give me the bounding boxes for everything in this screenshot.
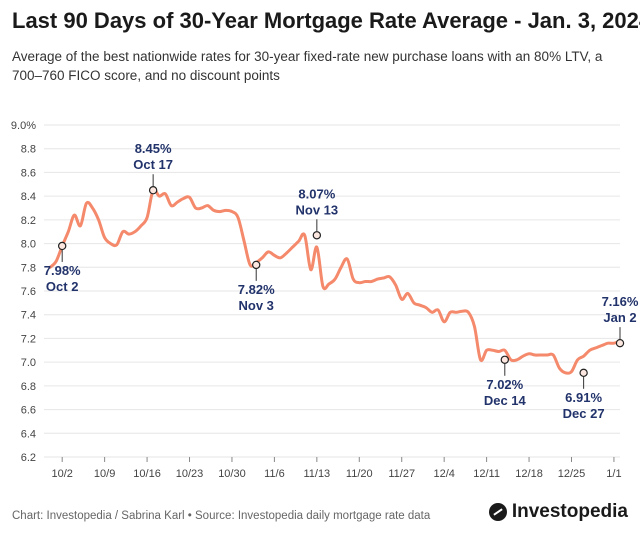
brand-logo[interactable]: Investopedia bbox=[488, 501, 628, 523]
annotation-value: 7.82% bbox=[238, 282, 275, 297]
y-tick-label: 7.4 bbox=[21, 310, 36, 322]
x-tick-label: 10/23 bbox=[176, 468, 204, 480]
chart-title: Last 90 Days of 30-Year Mortgage Rate Av… bbox=[12, 8, 640, 33]
annotation-date: Oct 2 bbox=[46, 279, 79, 294]
y-tick-label: 8.2 bbox=[21, 215, 36, 227]
y-tick-label: 7.0 bbox=[21, 357, 36, 369]
annotation-value: 7.98% bbox=[44, 263, 81, 278]
annotation-value: 8.45% bbox=[135, 141, 172, 156]
x-tick-label: 1/1 bbox=[606, 468, 621, 480]
x-tick-label: 11/20 bbox=[346, 468, 373, 480]
chart-subtitle: Average of the best nationwide rates for… bbox=[12, 49, 603, 83]
annotation-value: 7.16% bbox=[602, 294, 639, 309]
annotation-marker bbox=[615, 338, 625, 348]
annotation-marker bbox=[252, 260, 261, 270]
y-tick-label: 6.6 bbox=[21, 405, 36, 417]
y-tick-label: 8.6 bbox=[21, 167, 36, 179]
x-tick-label: 10/2 bbox=[51, 468, 72, 480]
investopedia-logo-icon bbox=[488, 503, 507, 521]
x-tick-label: 11/13 bbox=[303, 468, 330, 480]
x-tick-label: 10/9 bbox=[94, 468, 115, 480]
annotation-value: 7.02% bbox=[486, 377, 523, 392]
x-tick-label: 10/16 bbox=[133, 468, 161, 480]
annotation-marker bbox=[579, 368, 588, 378]
y-tick-label: 6.4 bbox=[21, 428, 36, 440]
y-tick-label: 8.0 bbox=[21, 239, 36, 251]
annotation-value: 6.91% bbox=[565, 390, 602, 405]
annotation-marker bbox=[312, 231, 322, 240]
x-tick-label: 12/25 bbox=[558, 468, 586, 480]
chart-credit: Chart: Investopedia / Sabrina Karl • Sou… bbox=[12, 510, 431, 522]
annotation-date: Jan 2 bbox=[603, 310, 636, 325]
x-tick-label: 11/27 bbox=[388, 468, 415, 480]
series-line bbox=[48, 187, 622, 375]
x-tick-label: 12/18 bbox=[515, 468, 543, 480]
annotation-value: 8.07% bbox=[298, 186, 335, 201]
x-tick-label: 12/4 bbox=[433, 468, 454, 480]
annotation-marker bbox=[500, 355, 509, 364]
y-tick-label: 7.6 bbox=[21, 286, 36, 298]
brand-name: Investopedia bbox=[511, 501, 628, 522]
annotation-date: Nov 3 bbox=[239, 298, 274, 313]
annotation-date: Nov 13 bbox=[296, 202, 339, 217]
x-tick-label: 11/6 bbox=[264, 468, 285, 480]
x-tick-label: 12/11 bbox=[473, 468, 500, 480]
y-tick-label: 6.8 bbox=[21, 381, 36, 393]
x-tick-label: 10/30 bbox=[218, 468, 246, 480]
y-tick-label: 8.4 bbox=[21, 191, 36, 203]
y-tick-label: 7.2 bbox=[21, 333, 36, 345]
y-tick-label: 6.2 bbox=[21, 452, 36, 464]
y-tick-label: 7.8 bbox=[21, 262, 36, 274]
y-tick-label: 9.0% bbox=[11, 120, 36, 132]
annotation-marker bbox=[57, 241, 67, 251]
y-tick-label: 8.8 bbox=[21, 144, 36, 156]
annotation-date: Dec 27 bbox=[563, 406, 605, 421]
annotation-date: Dec 14 bbox=[484, 393, 527, 408]
annotation-marker bbox=[148, 186, 158, 195]
annotation-date: Oct 17 bbox=[133, 157, 173, 172]
